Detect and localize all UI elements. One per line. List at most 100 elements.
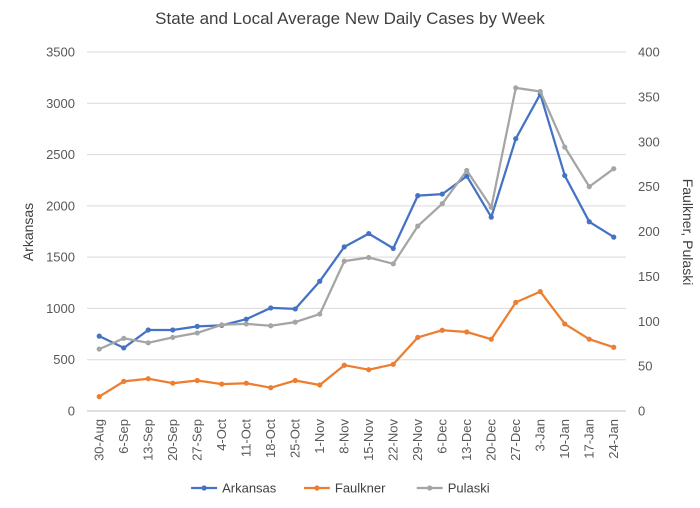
pulaski-point: [439, 201, 445, 207]
series-layer: [96, 85, 617, 400]
x-tick-label: 10-Jan: [557, 419, 572, 459]
series-pulaski: [96, 85, 617, 352]
x-tick-label: 27-Sep: [189, 419, 204, 461]
faulkner-point: [537, 289, 543, 295]
legend-marker: [427, 485, 433, 491]
pulaski-point: [488, 204, 494, 210]
arkansas-point: [513, 136, 519, 142]
right-tick-label: 250: [638, 179, 660, 194]
x-tick-label: 4-Oct: [214, 419, 229, 451]
left-tick-label: 3000: [46, 96, 75, 111]
arkansas-point: [464, 173, 470, 179]
faulkner-point: [366, 367, 372, 373]
arkansas-point: [611, 234, 617, 240]
right-tick-label: 350: [638, 89, 660, 104]
pulaski-point: [611, 166, 617, 172]
pulaski-point: [415, 223, 421, 229]
faulkner-point: [219, 381, 225, 387]
arkansas-point: [439, 191, 445, 197]
faulkner-point: [170, 380, 176, 386]
pulaski-point: [366, 254, 372, 261]
x-tick-label: 6-Sep: [116, 419, 131, 454]
pulaski-point: [464, 167, 470, 174]
faulkner-point: [292, 377, 298, 384]
faulkner-point: [562, 321, 568, 327]
left-tick-label: 1500: [46, 250, 75, 265]
pulaski-point: [513, 85, 519, 91]
faulkner-point: [268, 385, 274, 391]
legend-item-pulaski: Pulaski: [416, 481, 490, 496]
right-tick-label: 100: [638, 314, 660, 329]
series-faulkner: [96, 289, 617, 400]
faulkner-point: [439, 327, 445, 333]
arkansas-point: [96, 333, 102, 339]
legend-marker: [314, 485, 320, 491]
arkansas-point: [170, 327, 176, 333]
right-tick-label: 150: [638, 269, 660, 284]
arkansas-point: [243, 316, 249, 322]
x-tick-label: 3-Jan: [532, 419, 547, 452]
x-tick-label: 11-Oct: [238, 419, 253, 457]
x-tick-label: 29-Nov: [410, 419, 425, 461]
pulaski-point: [562, 144, 568, 150]
legend: Arkansas Faulkner Pulaski: [191, 481, 490, 496]
pulaski-point: [170, 334, 176, 341]
x-tick-label: 13-Sep: [140, 419, 155, 461]
arkansas-point: [317, 278, 323, 284]
faulkner-point: [121, 378, 127, 384]
legend-item-faulkner: Faulkner: [303, 481, 386, 496]
chart-title: State and Local Average New Daily Cases …: [155, 9, 545, 28]
x-tick-label: 13-Dec: [459, 419, 474, 461]
arkansas-point: [390, 245, 396, 252]
series-arkansas: [96, 91, 617, 351]
pulaski-point: [219, 322, 225, 328]
x-tick-label: 22-Nov: [385, 419, 400, 461]
legend-label: Arkansas: [222, 481, 277, 496]
left-tick-label: 1000: [46, 301, 75, 316]
right-tick-label: 300: [638, 134, 660, 149]
right-axis-title: Faulkner, Pulaski: [680, 179, 696, 286]
x-tick-label: 20-Sep: [165, 419, 180, 461]
pulaski-point: [96, 346, 102, 352]
left-tick-label: 0: [68, 404, 75, 419]
arkansas-point: [292, 306, 298, 312]
right-axis-ticks: 0 50 100 150 200 250 300 350 400: [638, 45, 660, 419]
arkansas-point: [366, 230, 372, 237]
x-tick-label: 24-Jan: [606, 419, 621, 459]
gridlines: [87, 51, 626, 361]
faulkner-point: [317, 382, 323, 388]
faulkner-point: [341, 362, 347, 368]
arkansas-line: [98, 92, 615, 350]
right-tick-label: 50: [638, 359, 652, 374]
faulkner-point: [243, 380, 249, 386]
legend-item-arkansas: Arkansas: [191, 481, 277, 496]
faulkner-point: [96, 394, 102, 400]
faulkner-point: [513, 299, 519, 306]
faulkner-point: [145, 376, 151, 382]
pulaski-point: [586, 184, 592, 190]
arkansas-point: [415, 193, 421, 199]
arkansas-point: [121, 345, 127, 351]
faulkner-point: [464, 329, 470, 335]
left-tick-label: 2500: [46, 147, 75, 162]
left-axis-title: Arkansas: [20, 203, 36, 261]
arkansas-point: [562, 172, 568, 179]
arkansas-point: [268, 305, 274, 311]
pulaski-line: [98, 86, 615, 351]
faulkner-point: [488, 336, 494, 342]
pulaski-point: [317, 311, 323, 317]
pulaski-point: [145, 340, 151, 346]
legend-label: Pulaski: [448, 481, 490, 496]
faulkner-point: [390, 361, 396, 367]
x-axis-ticks: 30-Aug 6-Sep 13-Sep 20-Sep 27-Sep 4-Oct 11-Oct…: [91, 419, 621, 461]
legend-label: Faulkner: [335, 481, 386, 496]
pulaski-point: [268, 323, 274, 329]
x-tick-label: 25-Oct: [287, 419, 302, 458]
x-tick-label: 20-Dec: [483, 419, 498, 461]
x-tick-label: 15-Nov: [361, 419, 376, 461]
arkansas-point: [586, 219, 592, 225]
arkansas-point: [145, 327, 151, 333]
left-tick-label: 3500: [46, 45, 75, 60]
right-tick-label: 200: [638, 224, 660, 239]
